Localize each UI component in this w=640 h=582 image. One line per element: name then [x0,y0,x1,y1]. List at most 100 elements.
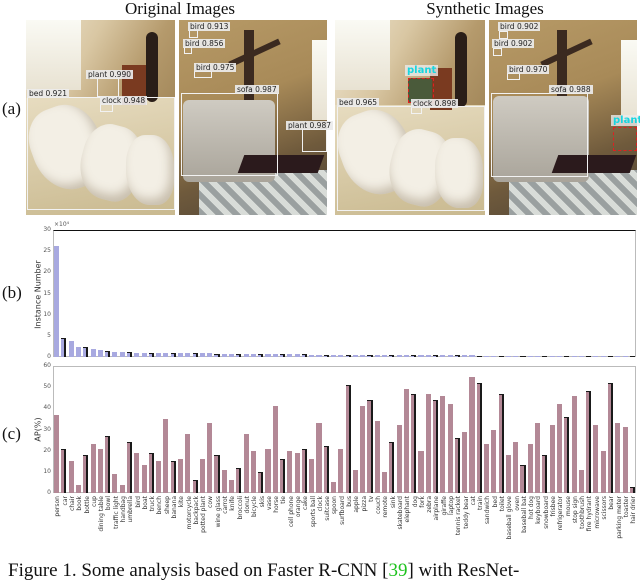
y-multiplier: ×10⁴ [54,221,70,228]
y-tick: 30 [43,226,51,233]
bar-handbag [119,351,125,357]
detection-label: bird 0.902 [498,22,541,31]
bar-toaster [622,427,628,493]
surfboard [455,32,467,107]
x-tick-label: motorcycle [185,496,193,530]
original-bedroom-photo [26,20,175,215]
detection-label: bed 0.965 [337,98,379,107]
wall-tree [557,30,567,120]
x-tick-label: giraffe [440,496,448,516]
bar-bottle [83,454,89,493]
x-tick-label: umbrella [127,496,135,523]
bar-broccoli [236,353,242,357]
synthetic-label: plant [611,115,640,126]
bar-kite [177,459,184,493]
original-living-photo [179,20,327,215]
x-tick-label: parking meter [615,496,623,539]
detection-label: bird 0.856 [183,39,226,48]
bar-cell-phone [287,450,293,493]
bar-pizza [360,354,366,357]
bar-parking-meter [615,356,621,357]
bar-apple [352,354,358,357]
bar-bowl [105,351,111,357]
synthetic-images-title: Synthetic Images [426,0,544,18]
pillow [435,138,483,208]
bar-kite [177,353,184,357]
detection-box-bed [337,106,485,211]
bar-bus [345,385,351,493]
x-tick-label: scissors [601,496,609,520]
bar-motorcycle [185,353,191,357]
x-tick-label: baseball bat [520,496,528,533]
bar-horse [272,406,278,493]
bar-tv [367,354,373,357]
bar-chair [68,461,74,493]
bar-wine-glass [214,454,220,493]
window [335,20,390,90]
detection-box-sofa [181,93,278,176]
x-tick-label: donut [243,496,251,514]
bar-cow [207,423,213,493]
bar-skateboard [396,355,402,357]
citation-link[interactable]: 39 [388,560,408,581]
bar-boat [141,352,147,357]
bar-broccoli [236,467,242,493]
bar-giraffe [440,395,446,493]
bar-chair [68,340,74,357]
bar-snowboard [542,454,548,493]
detection-box-sofa [491,93,588,177]
bar-handbag [119,484,125,493]
detection-label: bed 0.921 [27,89,69,98]
window [621,40,637,120]
bar-microwave [593,425,599,493]
bar-backpack [192,353,198,357]
detection-label: plant 0.990 [86,70,133,79]
detection-label: clock 0.948 [100,96,148,105]
bar-person [54,414,60,493]
bar-frisbee [549,425,555,493]
x-tick-label: sandwich [484,496,492,525]
detection-box-bird [184,47,192,54]
bar-elephant [403,389,409,493]
caption-prefix: Figure 1. Some analysis based on Faster … [8,560,389,581]
bar-mouse [564,416,570,493]
bar-wine-glass [214,353,220,357]
x-tick-label: cake [302,496,310,510]
x-tick-label: broccoli [236,496,244,520]
x-tick-label: remote [382,496,390,518]
bar-backpack [192,480,198,493]
x-tick-label: clock [316,496,324,512]
bar-bird [134,452,140,493]
x-tick-label: surfboard [338,496,346,525]
bar-snowboard [542,355,548,357]
bar-baseball-glove [505,355,511,357]
x-tick-label: toaster [622,496,630,518]
bar-car [61,338,67,357]
x-tick-label: pizza [360,496,368,512]
detection-box-bird [189,30,198,38]
bar-umbrella [126,352,133,357]
bar-skateboard [396,425,402,493]
bar-toaster [622,356,628,357]
detection-label: bird 0.970 [507,65,550,74]
bar-truck [148,352,154,357]
x-tick-label: cup [90,496,98,507]
detection-label: plant 0.987 [286,121,333,130]
y-tick: 20 [43,446,51,454]
bar-bowl [105,435,111,493]
bar-scissors [600,356,606,357]
x-tick-label: apple [353,496,361,513]
bar-zebra [425,393,431,493]
x-tick-label: microwave [593,496,601,529]
bar-remote [382,471,388,493]
bar-zebra [425,355,431,357]
bar-couch [374,354,380,357]
x-tick-label: hair drier [630,496,638,524]
bar-mouse [564,355,570,357]
bar-dog [411,355,417,357]
detection-box-bed [27,97,175,210]
detection-box-clock [100,104,113,112]
bar-horse [272,354,278,357]
bar-oven [513,355,519,357]
bar-skis [258,354,264,357]
